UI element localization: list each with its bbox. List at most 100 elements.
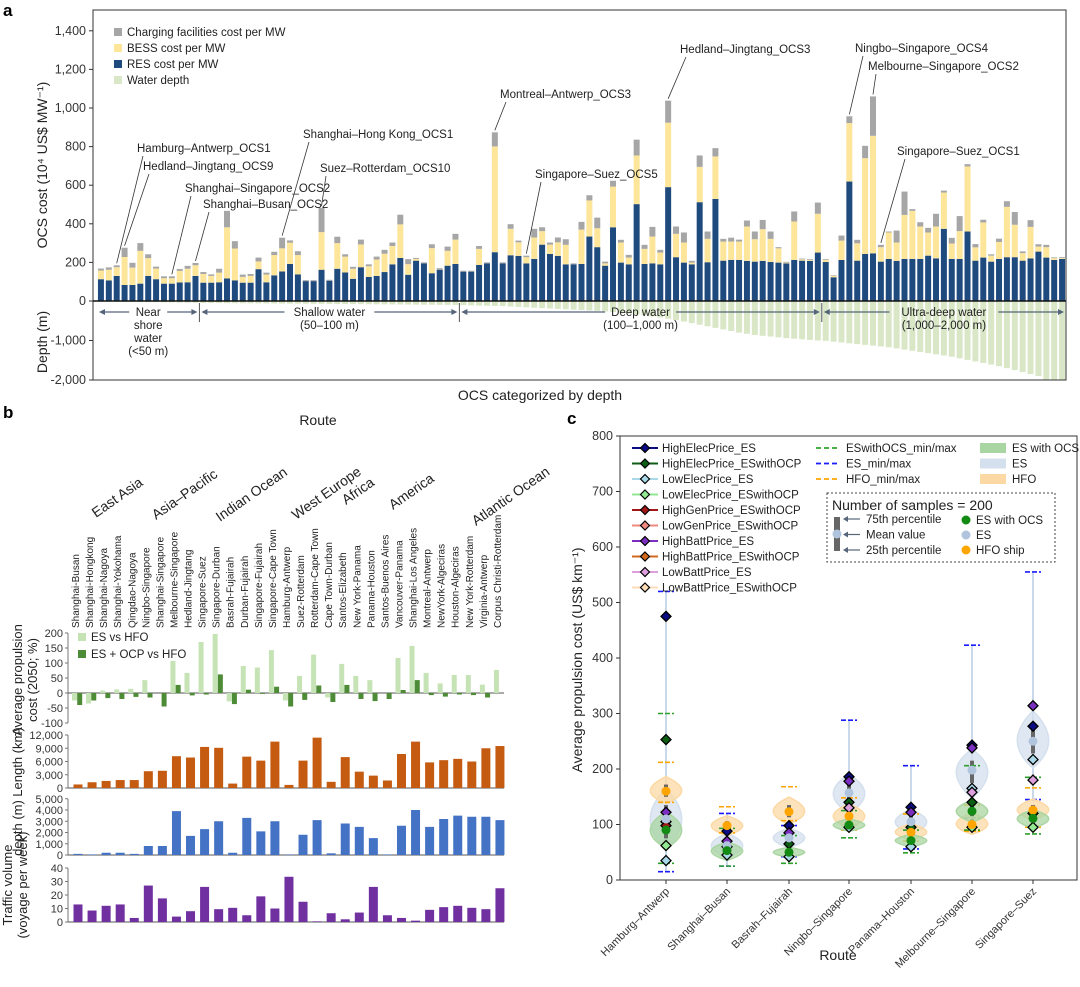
res-cost-bar	[239, 282, 246, 301]
route-label: Rotterdam-Cape Town	[310, 528, 321, 628]
depth-bar	[242, 817, 252, 855]
legend-label: Water depth	[127, 75, 189, 87]
traffic-bar	[425, 909, 435, 922]
water-depth-bar	[287, 301, 294, 304]
es-mean-dot	[1028, 736, 1038, 746]
bess-cost-bar	[397, 224, 404, 258]
water-depth-bar	[822, 301, 829, 341]
bess-cost-bar	[239, 276, 246, 283]
res-cost-bar	[743, 260, 750, 301]
bess-cost-bar	[925, 232, 932, 256]
bess-cost-bar	[145, 258, 152, 276]
charging-cost-bar	[909, 209, 916, 211]
route-tick-label: Shanghai–Busan	[665, 886, 733, 954]
ocs-mean-dot	[967, 806, 977, 816]
charging-cost-bar	[255, 257, 262, 262]
legend-label: RES cost per MW	[127, 59, 219, 71]
water-depth-bar	[294, 301, 301, 304]
water-depth-bar	[617, 301, 624, 313]
es-mean-dot	[784, 833, 794, 843]
depth-tick-label: 3,000	[35, 816, 63, 828]
bess-cost-bar	[539, 231, 546, 245]
water-depth-bar	[223, 301, 230, 304]
charging-cost-bar	[145, 254, 152, 259]
es-ocp-vs-hfo-bar	[77, 693, 83, 705]
depth-bar	[186, 835, 196, 855]
area-legend-label: ES	[1012, 459, 1028, 471]
cost-tick-label: -50	[47, 703, 63, 715]
water-depth-bar	[271, 301, 278, 304]
charging-cost-bar	[168, 276, 175, 279]
depth-bar	[312, 820, 322, 855]
bess-cost-bar	[673, 233, 680, 258]
length-bar	[101, 780, 111, 788]
res-cost-bar	[1059, 258, 1066, 301]
charging-cost-bar	[129, 262, 136, 268]
charging-cost-bar	[743, 220, 750, 227]
bess-cost-bar	[814, 213, 821, 253]
bess-cost-bar	[893, 242, 900, 261]
bess-cost-bar	[113, 267, 120, 276]
annotation-label: Singapore–Suez_OCS1	[897, 146, 1020, 158]
traffic-bar	[186, 911, 196, 922]
water-depth-bar	[200, 301, 207, 303]
res-cost-bar	[200, 282, 207, 301]
water-depth-bar	[1059, 301, 1066, 380]
res-cost-bar	[980, 257, 987, 301]
annotation-leader	[171, 195, 192, 275]
legend-diamond-icon	[639, 520, 651, 531]
es-mean-dot	[661, 814, 671, 824]
water-depth-bar	[523, 301, 530, 308]
bess-cost-bar	[1035, 246, 1042, 252]
charging-cost-bar	[357, 239, 364, 245]
legend-area-swatch	[980, 443, 1006, 453]
res-cost-bar	[610, 227, 617, 301]
charging-cost-bar	[263, 272, 270, 275]
length-tick-label: 3,000	[35, 770, 63, 782]
route-label: Corpus Christi-Rotterdam	[493, 515, 504, 628]
es-ocp-vs-hfo-bar	[189, 693, 195, 696]
depth-bar	[101, 852, 111, 855]
length-tick-label: 6,000	[35, 757, 63, 769]
depth-category-range: (<50 m)	[128, 346, 168, 358]
bess-cost-bar	[318, 232, 325, 270]
charging-cost-bar	[885, 231, 892, 233]
length-tick-label: 0	[57, 783, 63, 795]
length-bar	[73, 784, 83, 788]
charging-cost-bar	[956, 216, 963, 232]
water-depth-bar	[350, 301, 357, 305]
res-cost-bar	[720, 260, 727, 301]
bess-cost-bar	[791, 221, 798, 260]
res-cost-bar	[247, 282, 254, 301]
charging-cost-bar	[200, 272, 207, 274]
depth-bar	[171, 811, 181, 855]
region-label: America	[386, 470, 437, 513]
charging-cost-bar	[318, 207, 325, 233]
es-ocp-vs-hfo-bar	[428, 693, 434, 696]
water-depth-bar	[586, 301, 593, 311]
legend-label: Charging facilities cost per MW	[127, 27, 286, 39]
res-cost-bar	[271, 275, 278, 301]
hfo-mean-dot	[906, 827, 916, 837]
ylabel-line: (voyage per week)	[15, 832, 30, 939]
bess-cost-bar	[562, 244, 569, 265]
y-tick-label: 0	[606, 873, 613, 887]
bess-cost-bar	[980, 222, 987, 258]
res-cost-bar	[649, 263, 656, 301]
charging-cost-bar	[617, 239, 624, 243]
depth-category-range: (1,000–2,000 m)	[902, 320, 987, 332]
res-cost-bar	[862, 253, 869, 301]
charging-cost-bar	[97, 268, 104, 271]
bess-cost-bar	[641, 248, 648, 264]
traffic-tick-label: 40	[51, 863, 63, 875]
bess-cost-bar	[885, 232, 892, 259]
scenario-legend-label: HighBattPrice_ESwithOCP	[662, 552, 800, 564]
charging-cost-bar	[791, 211, 798, 222]
water-depth-bar	[389, 301, 396, 305]
res-cost-bar	[145, 275, 152, 301]
bess-cost-bar	[704, 238, 711, 263]
hfo-mean-dot	[661, 786, 671, 796]
res-cost-bar	[791, 259, 798, 301]
charging-cost-bar	[405, 259, 412, 265]
water-depth-bar	[901, 301, 908, 350]
